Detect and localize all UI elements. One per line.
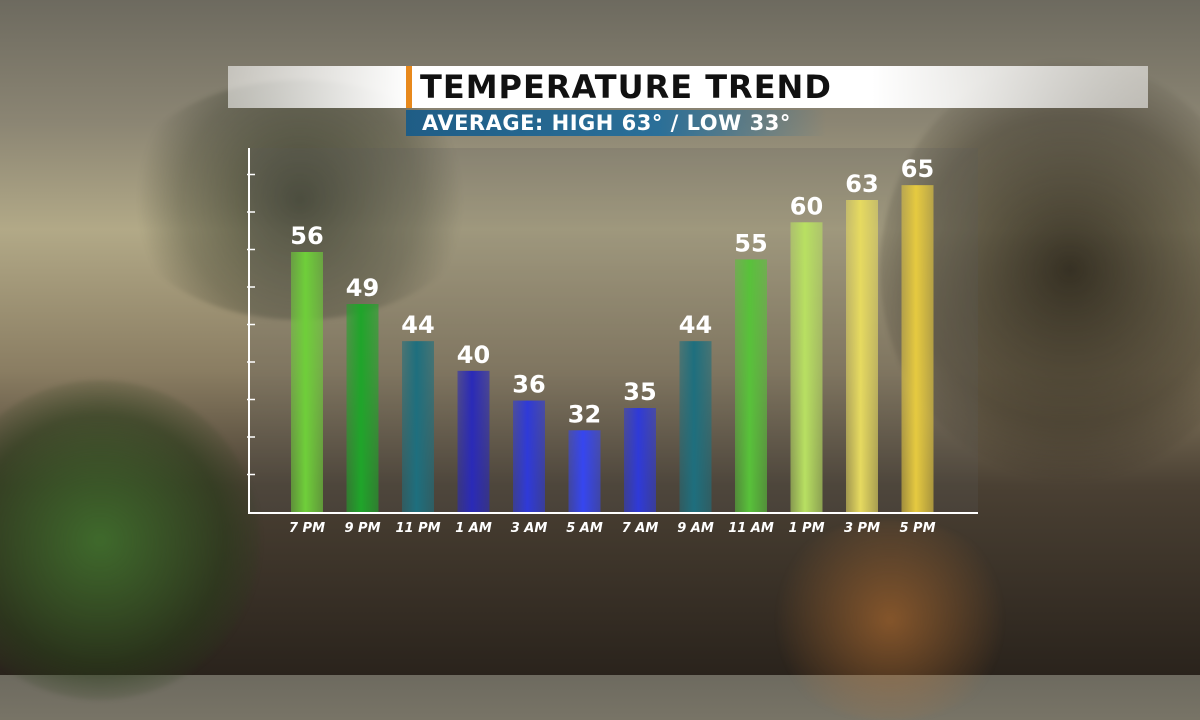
bar-3-am [513, 400, 545, 512]
x-tick-label: 11 AM [728, 521, 774, 536]
chart-title: TEMPERATURE TREND [420, 68, 832, 106]
bar-7-pm [291, 252, 323, 512]
x-tick-label: 5 AM [566, 521, 603, 536]
background-foliage-left [0, 380, 260, 700]
subtitle-band [406, 110, 826, 136]
x-tick-label: 9 PM [344, 521, 380, 536]
data-label: 63 [845, 170, 878, 198]
x-tick-label: 7 AM [622, 521, 659, 536]
title-accent-stripe [406, 66, 412, 108]
x-tick-label: 5 PM [899, 521, 935, 536]
bar-9-pm [346, 304, 379, 512]
data-label: 44 [401, 311, 434, 339]
chart-subtitle: AVERAGE: HIGH 63° / LOW 33° [422, 111, 791, 135]
x-tick-label: 7 PM [289, 521, 325, 536]
data-label: 55 [734, 229, 767, 257]
bar-3-pm [846, 200, 878, 512]
bar-5-am [568, 430, 601, 512]
bar-11-am [735, 259, 767, 512]
data-label: 60 [790, 192, 823, 220]
bar-1-pm [790, 222, 823, 513]
title-band [228, 66, 1148, 108]
data-label: 40 [457, 341, 490, 369]
x-tick-label: 1 AM [455, 521, 492, 536]
data-label: 44 [679, 311, 712, 339]
bar-5-pm [901, 185, 934, 512]
bar-1-am [457, 370, 490, 512]
data-label: 36 [512, 371, 545, 399]
bar-11-pm [402, 341, 434, 512]
temperature-bar-chart: 56 7 PM 49 9 PM 44 11 PM 40 1 AM 36 3 AM 32 5 AM 35 7… [289, 155, 935, 536]
data-label: 56 [290, 222, 323, 250]
x-tick-label: 3 PM [844, 521, 880, 536]
x-tick-label: 1 PM [788, 521, 824, 536]
x-tick-label: 3 AM [511, 521, 548, 536]
bar-9-am [679, 341, 712, 512]
data-label: 32 [568, 400, 601, 428]
data-label: 49 [346, 274, 379, 302]
x-tick-label: 11 PM [395, 521, 440, 536]
data-label: 35 [623, 378, 656, 406]
x-tick-label: 9 AM [677, 521, 714, 536]
bar-7-am [624, 408, 656, 512]
data-label: 65 [901, 155, 934, 183]
